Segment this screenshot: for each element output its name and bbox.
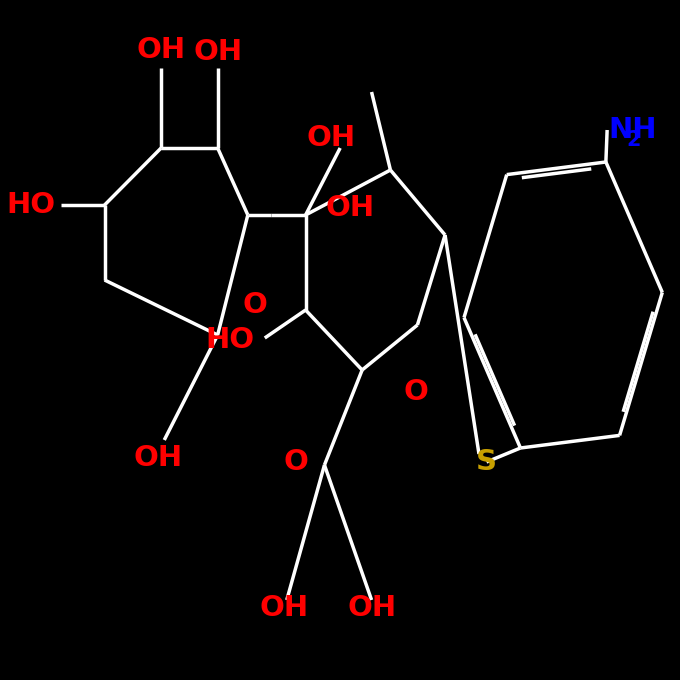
Text: OH: OH (137, 36, 186, 64)
Text: HO: HO (205, 326, 254, 354)
Text: OH: OH (347, 594, 396, 622)
Text: S: S (476, 448, 497, 476)
Text: OH: OH (259, 594, 308, 622)
Text: O: O (284, 448, 309, 476)
Text: O: O (243, 291, 268, 319)
Text: OH: OH (306, 124, 355, 152)
Text: O: O (403, 378, 428, 406)
Text: OH: OH (325, 194, 374, 222)
Text: 2: 2 (626, 130, 641, 150)
Text: NH: NH (609, 116, 657, 144)
Text: OH: OH (133, 444, 182, 472)
Text: OH: OH (193, 38, 242, 66)
Text: HO: HO (7, 191, 56, 219)
